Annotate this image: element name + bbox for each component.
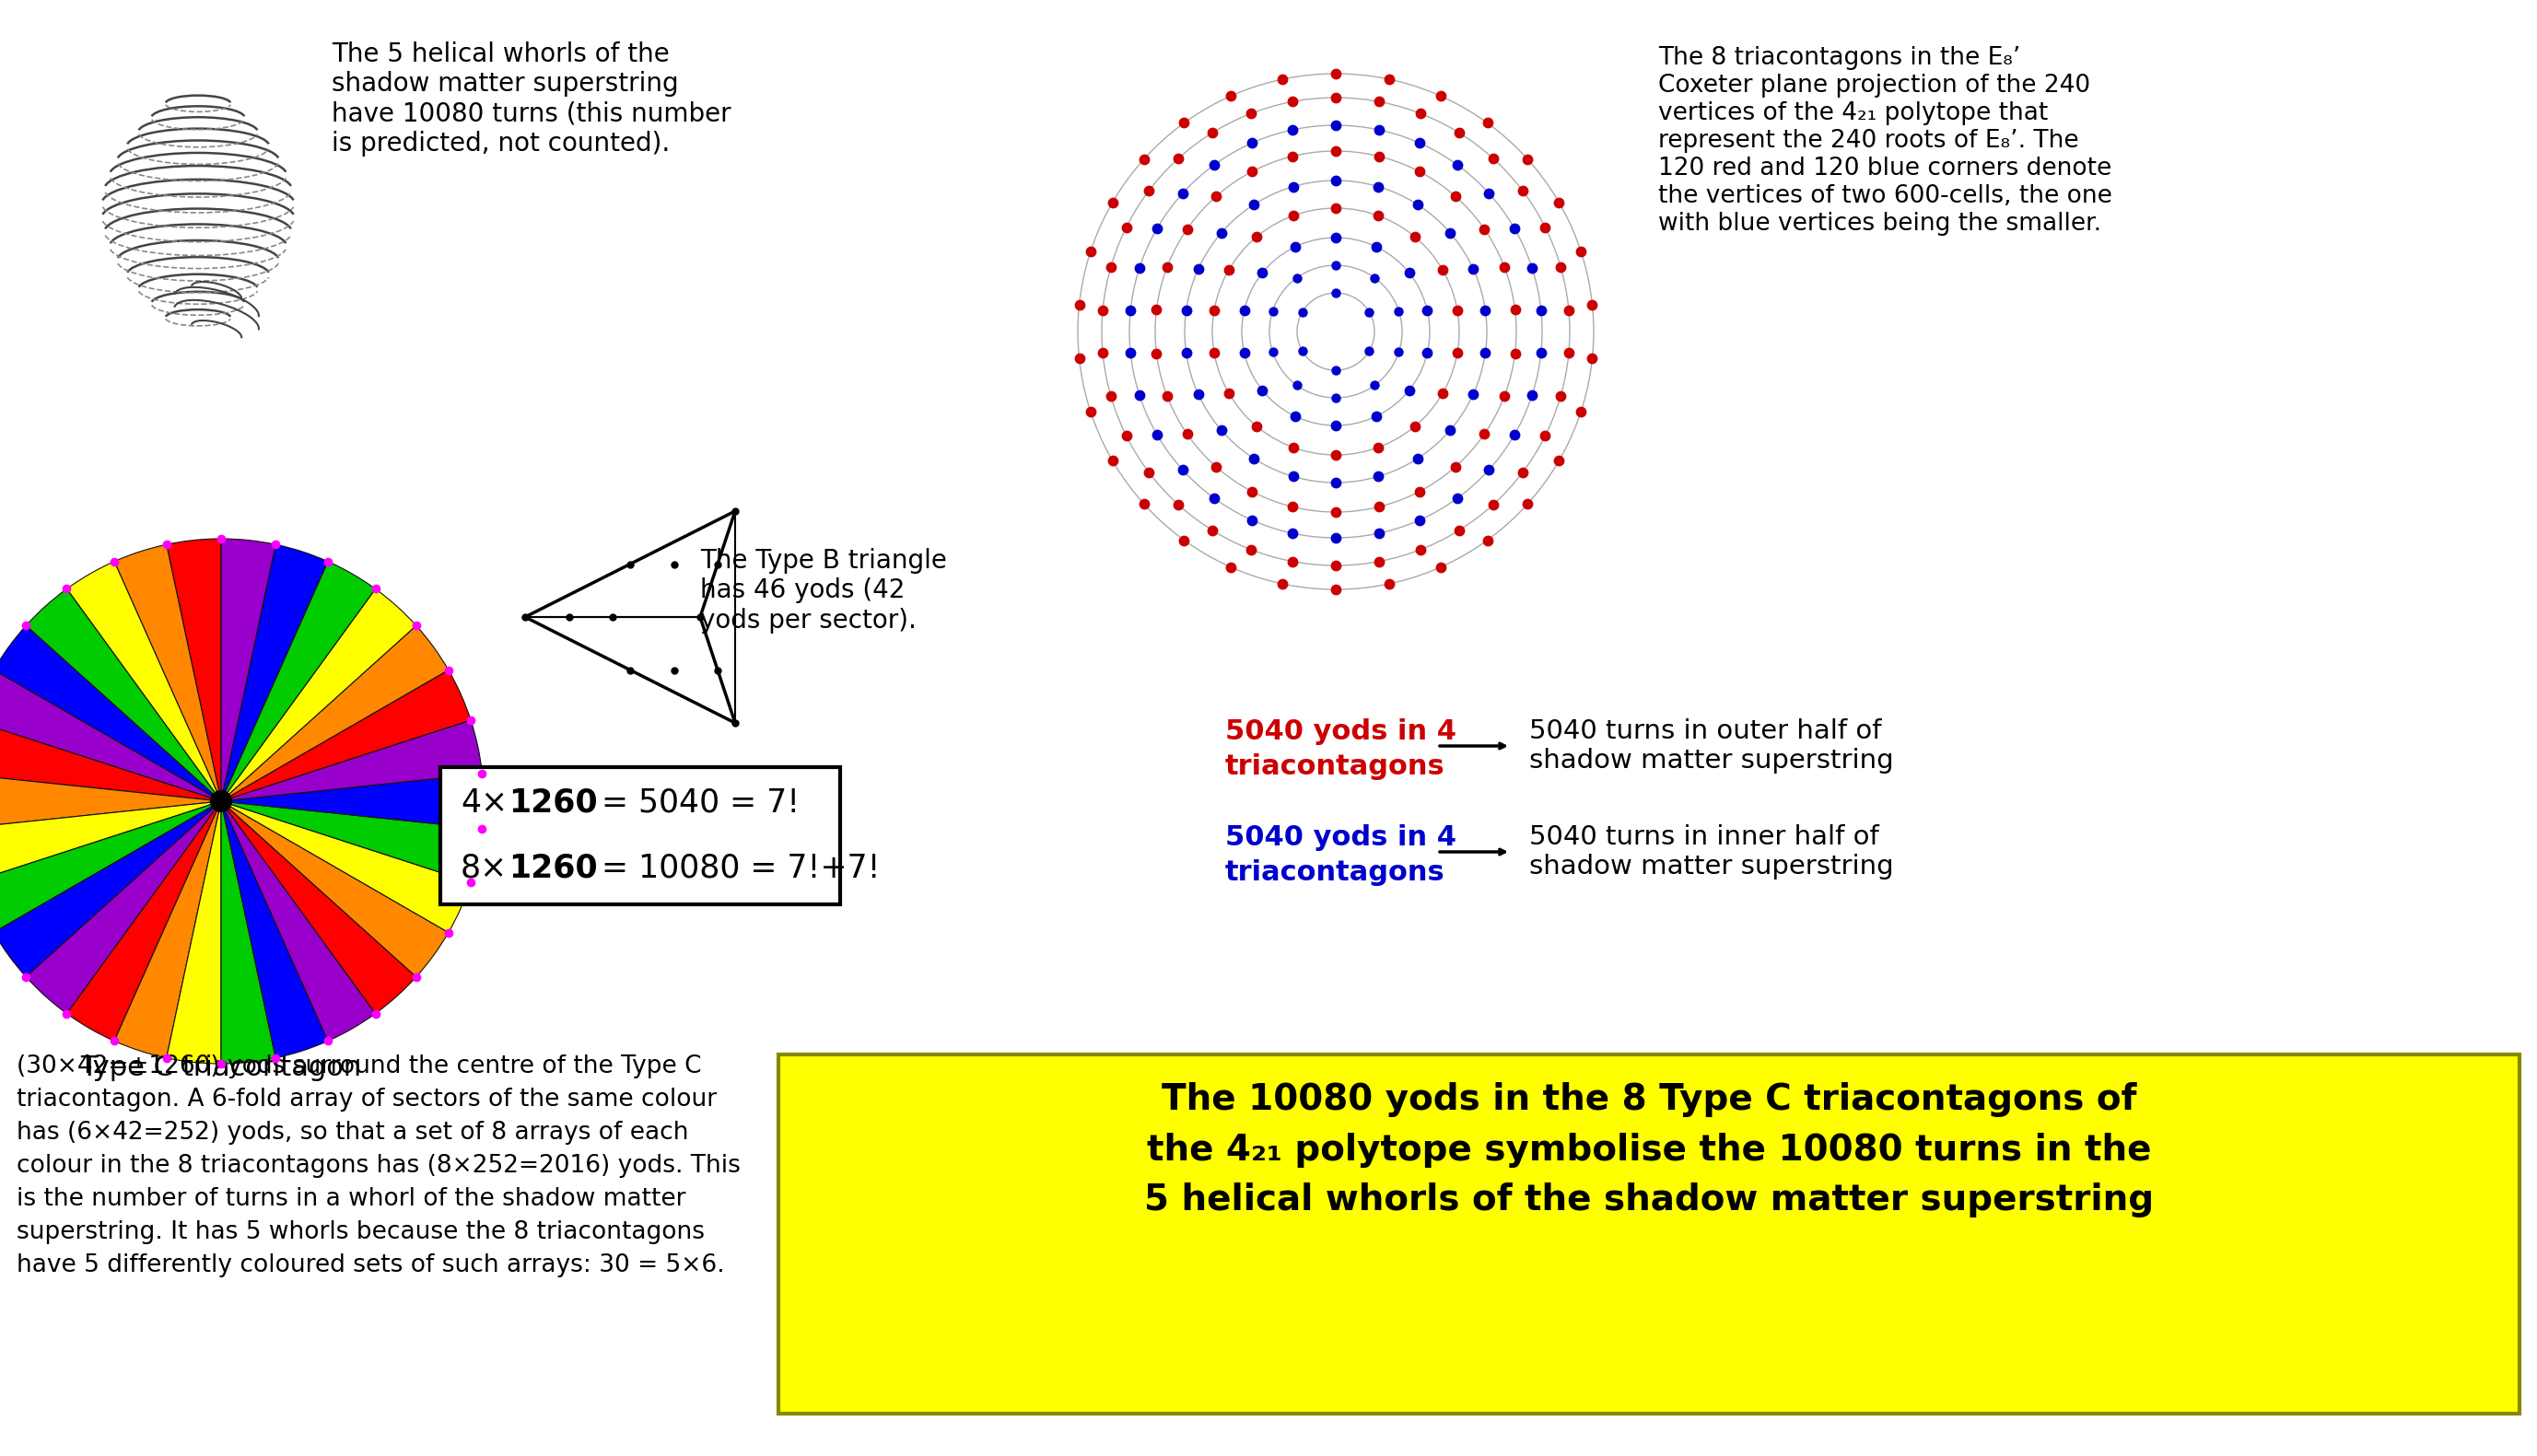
- Wedge shape: [221, 773, 485, 828]
- Wedge shape: [221, 721, 482, 801]
- Text: The 10080 yods in the 8 Type C triacontagons of
the 4₂₁ polytope symbolise the 1: The 10080 yods in the 8 Type C triaconta…: [1144, 1082, 2154, 1217]
- Wedge shape: [221, 801, 327, 1059]
- Wedge shape: [25, 801, 221, 1013]
- Wedge shape: [66, 562, 221, 801]
- FancyBboxPatch shape: [779, 1054, 2519, 1414]
- Text: 8×: 8×: [462, 852, 507, 884]
- Wedge shape: [0, 801, 221, 932]
- Text: (30×42=±1260) yods surround the centre of the Type C
triacontagon. A 6-fold arra: (30×42=±1260) yods surround the centre o…: [18, 1054, 741, 1277]
- Wedge shape: [0, 721, 221, 801]
- Wedge shape: [221, 801, 375, 1041]
- Wedge shape: [167, 801, 221, 1064]
- Text: The 5 helical whorls of the
shadow matter superstring
have 10080 turns (this num: The 5 helical whorls of the shadow matte…: [332, 41, 731, 157]
- Wedge shape: [0, 670, 221, 801]
- Wedge shape: [25, 588, 221, 801]
- FancyBboxPatch shape: [441, 767, 840, 904]
- Text: = 5040 = 7!: = 5040 = 7!: [591, 788, 799, 818]
- Wedge shape: [66, 801, 221, 1041]
- Wedge shape: [221, 801, 472, 932]
- Wedge shape: [221, 588, 416, 801]
- Wedge shape: [221, 801, 449, 977]
- Text: 5040 yods in 4
triacontagons: 5040 yods in 4 triacontagons: [1225, 824, 1456, 887]
- Wedge shape: [0, 626, 221, 801]
- Wedge shape: [114, 801, 221, 1059]
- Wedge shape: [0, 801, 221, 882]
- Wedge shape: [167, 539, 221, 801]
- Text: The 8 triacontagons in the E₈’
Coxeter plane projection of the 240
vertices of t: The 8 triacontagons in the E₈’ Coxeter p…: [1659, 47, 2113, 236]
- Wedge shape: [221, 670, 472, 801]
- Text: 5040 turns in outer half of
shadow matter superstring: 5040 turns in outer half of shadow matte…: [1530, 718, 1893, 775]
- Wedge shape: [221, 539, 277, 801]
- Text: = 10080 = 7!+7!: = 10080 = 7!+7!: [591, 852, 880, 884]
- Text: 4×: 4×: [462, 788, 507, 818]
- Text: The Type B triangle
has 46 yods (42
yods per sector).: The Type B triangle has 46 yods (42 yods…: [700, 547, 946, 633]
- Text: Type C triacontagon: Type C triacontagon: [81, 1054, 363, 1082]
- Wedge shape: [0, 801, 221, 977]
- Wedge shape: [221, 801, 416, 1013]
- Text: 1260: 1260: [507, 788, 599, 818]
- Text: 5040 yods in 4
triacontagons: 5040 yods in 4 triacontagons: [1225, 718, 1456, 780]
- Wedge shape: [221, 801, 482, 882]
- Wedge shape: [0, 773, 221, 828]
- Wedge shape: [221, 545, 327, 801]
- Text: 5040 turns in inner half of
shadow matter superstring: 5040 turns in inner half of shadow matte…: [1530, 824, 1893, 879]
- Wedge shape: [221, 801, 277, 1064]
- Wedge shape: [114, 545, 221, 801]
- Text: 1260: 1260: [507, 852, 599, 884]
- Wedge shape: [221, 626, 449, 801]
- Circle shape: [211, 791, 231, 811]
- Wedge shape: [221, 562, 375, 801]
